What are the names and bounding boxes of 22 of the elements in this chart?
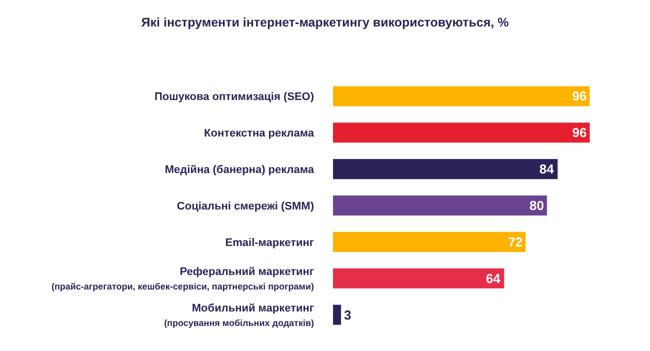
y-tick-label: Медійна (банерна) реклама [164, 164, 315, 176]
data-label: 96 [572, 88, 587, 104]
bar [333, 232, 526, 252]
y-tick-label: Пошукова оптимизація (SEO) [154, 91, 314, 104]
chart-title: Які інструменти інтернет-маркетингу використовуються, % [141, 15, 509, 30]
bar [333, 159, 558, 180]
y-tick-label: Мобильний маркетинг (просування мобільних додатків) [164, 302, 314, 328]
y-tick-label: Реферальний маркетинг (прайс-агрегатори, кешбек-сервіси, партнерські програми) [51, 266, 314, 292]
y-tick-label: Контекстна реклама [204, 127, 315, 140]
bar [333, 122, 590, 143]
y-tick-label: Соціальні смережі (SMM) [176, 200, 314, 212]
data-label: 84 [539, 162, 555, 177]
bar [333, 268, 504, 288]
bar [333, 304, 342, 325]
data-label: 80 [529, 198, 544, 213]
data-label: 72 [508, 234, 523, 250]
y-tick-label: Email-маркетинг [225, 236, 314, 249]
bar [333, 86, 590, 106]
data-label: 96 [572, 125, 587, 140]
data-label: 64 [486, 270, 502, 286]
data-label: 3 [344, 307, 352, 322]
bar [333, 195, 547, 216]
